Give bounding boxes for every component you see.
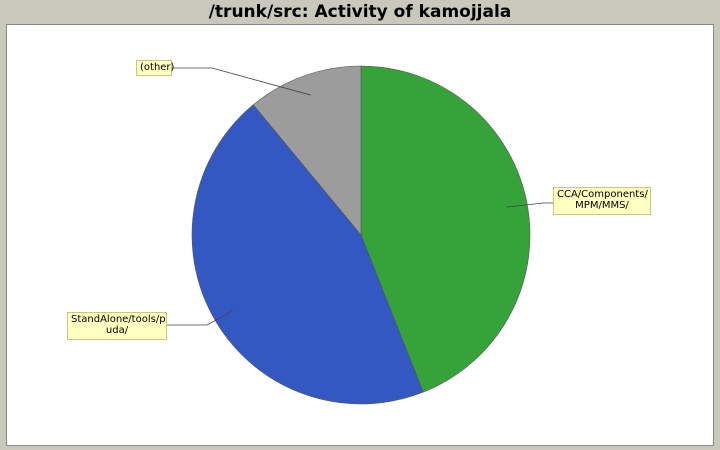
slice-label-other: (other) — [136, 60, 174, 76]
slice-standalone-tools-leader-line — [167, 310, 234, 326]
slice-cca-components — [360, 65, 531, 393]
slice-cca-components-leader-line — [507, 202, 553, 208]
slice-other — [252, 65, 362, 236]
slice-label-cca-components: CCA/Components/ MPM/MMS/ — [553, 187, 651, 215]
pie-chart — [167, 65, 553, 405]
slice-label-standalone-tools: StandAlone/tools/p uda/ — [67, 312, 167, 340]
plot-area: CCA/Components/ MPM/MMS/ StandAlone/tool… — [6, 24, 714, 446]
slice-standalone-tools — [191, 104, 424, 405]
slice-other-leader-line — [172, 67, 311, 96]
chart-title: /trunk/src: Activity of kamojjala — [208, 2, 512, 22]
